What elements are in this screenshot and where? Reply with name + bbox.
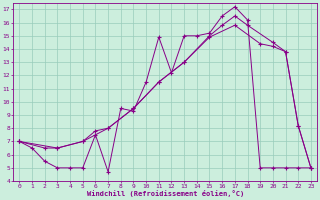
X-axis label: Windchill (Refroidissement éolien,°C): Windchill (Refroidissement éolien,°C): [86, 190, 244, 197]
